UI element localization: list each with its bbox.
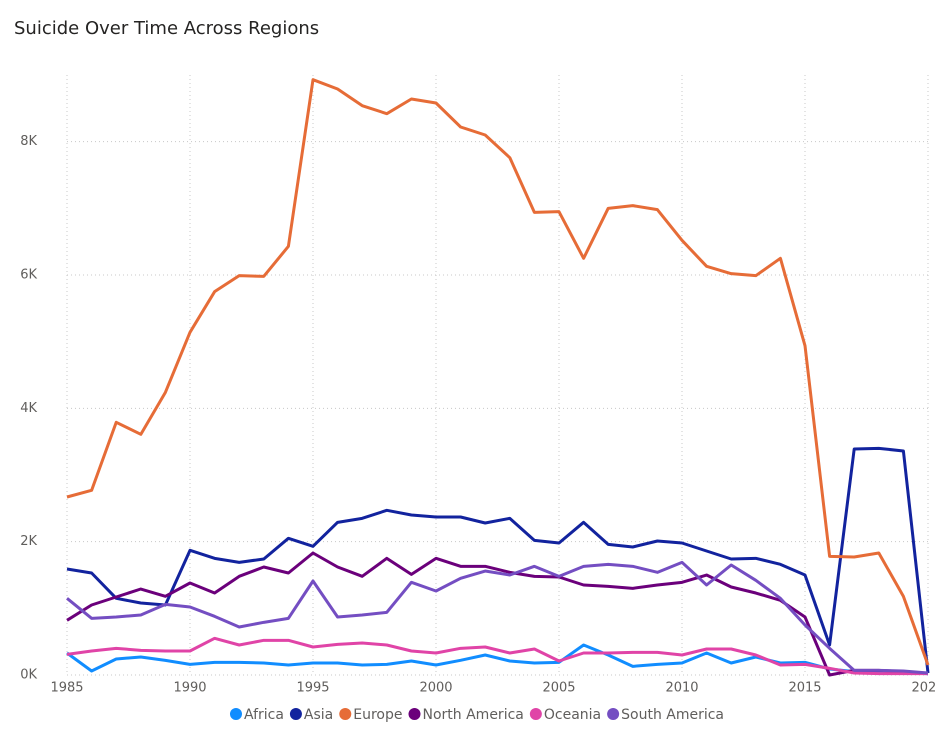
legend-label: Africa: [244, 707, 284, 723]
series-line: [66, 560, 929, 675]
legend-marker: [408, 708, 421, 720]
y-tick-label: 2K: [20, 534, 37, 549]
legend-label: North America: [423, 707, 524, 723]
x-tick-label: 1985: [50, 681, 83, 696]
y-tick-label: 4K: [20, 401, 37, 416]
y-tick-label: 0K: [20, 668, 37, 683]
y-tick-label: 8K: [20, 134, 37, 149]
x-tick-label: 2020: [911, 681, 937, 696]
x-tick-label: 2010: [665, 681, 698, 696]
legend: Africa Asia Europe North America Oceania Sout…: [229, 707, 724, 723]
legend-marker: [289, 708, 302, 720]
legend-marker: [339, 708, 352, 720]
legend-label: Oceania: [544, 707, 601, 723]
legend-marker: [529, 708, 542, 720]
x-tick-label: 1990: [173, 681, 206, 696]
chart-title: Suicide Over Time Across Regions: [14, 18, 319, 39]
y-tick-label: 6K: [20, 268, 37, 283]
series-line: [66, 446, 930, 674]
x-tick-label: 1995: [296, 681, 329, 696]
legend-label: South America: [621, 707, 724, 723]
legend-marker: [229, 708, 242, 720]
x-tick-label: 2005: [542, 681, 575, 696]
series-line: [66, 643, 929, 676]
legend-label: Asia: [304, 707, 333, 723]
series-line: [66, 636, 928, 676]
x-tick-label: 2015: [788, 681, 821, 696]
legend-label: Europe: [353, 707, 402, 723]
x-tick-label: 2000: [419, 681, 452, 696]
legend-marker: [607, 708, 620, 720]
series-line: [66, 78, 930, 666]
